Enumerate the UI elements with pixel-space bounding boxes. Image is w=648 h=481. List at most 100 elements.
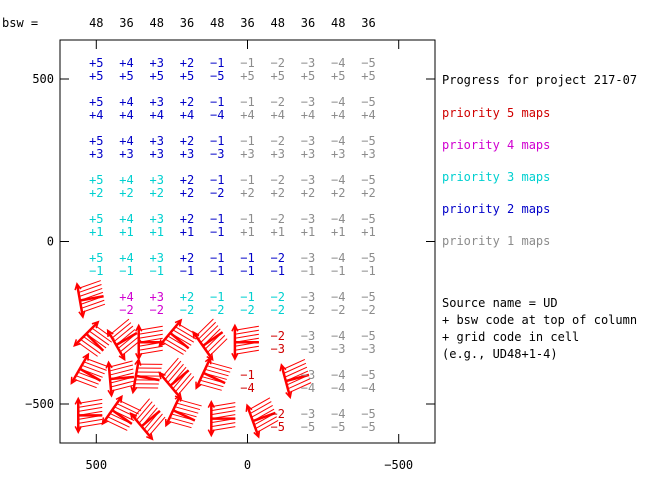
comb-glyph: [158, 357, 195, 401]
grid-code-upper: +2: [180, 173, 194, 187]
grid-code-lower: −1: [301, 264, 315, 278]
grid-code-lower: +4: [89, 108, 103, 122]
grid-code-lower: +3: [119, 147, 133, 161]
bsw-header-labels: 48 36 48 36 48 36 48 36 48 36: [89, 16, 376, 30]
grid-code-upper: −3: [301, 212, 315, 226]
comb-glyph: [207, 399, 236, 438]
grid-code-upper: +5: [89, 95, 103, 109]
grid-code-lower: −2: [331, 303, 345, 317]
grid-code-lower: +2: [240, 186, 254, 200]
grid-code-lower: −2: [180, 303, 194, 317]
grid-code-lower: +4: [119, 108, 133, 122]
grid-code-lower: +2: [180, 186, 194, 200]
grid-code-lower: +2: [331, 186, 345, 200]
bsw-column-label: 48: [89, 16, 103, 30]
grid-code-lower: +3: [150, 147, 164, 161]
comb-glyph: [73, 320, 115, 357]
grid-code-upper: +5: [89, 212, 103, 226]
grid-code-lower: +5: [89, 69, 103, 83]
grid-code-upper: −1: [210, 134, 224, 148]
legend-entry: priority 3 maps: [442, 170, 550, 184]
y-tick-label: 0: [47, 235, 54, 249]
grid-code-upper: +2: [180, 134, 194, 148]
legend-entry: priority 4 maps: [442, 138, 550, 152]
grid-code-upper: −1: [240, 368, 254, 382]
grid-code-lower: −2: [301, 303, 315, 317]
comb-glyph: [105, 360, 135, 398]
bsw-column-label: 36: [301, 16, 315, 30]
grid-code-lower: −3: [301, 342, 315, 356]
comb-glyph: [70, 352, 109, 389]
grid-code-lower: +4: [180, 108, 194, 122]
grid-code-upper: −3: [301, 251, 315, 265]
grid-code-lower: +5: [150, 69, 164, 83]
grid-code-lower: +4: [301, 108, 315, 122]
grid-code-upper: −1: [240, 212, 254, 226]
grid-code-lower: +2: [361, 186, 375, 200]
grid-code-lower: +2: [301, 186, 315, 200]
grid-code-upper: −4: [331, 134, 345, 148]
legend-entry: priority 1 maps: [442, 234, 550, 248]
grid-code-upper: +3: [150, 95, 164, 109]
bsw-column-label: 36: [119, 16, 133, 30]
grid-code-upper: −1: [240, 290, 254, 304]
grid-code-lower: −5: [331, 420, 345, 434]
grid-code-lower: −2: [240, 303, 254, 317]
grid-code-lower: −1: [361, 264, 375, 278]
grid-code-upper: −2: [271, 407, 285, 421]
grid-code-upper: −1: [240, 173, 254, 187]
grid-code-upper: +4: [119, 134, 133, 148]
grid-code-lower: +1: [331, 225, 345, 239]
grid-code-lower: −5: [210, 69, 224, 83]
grid-code-upper: −4: [331, 407, 345, 421]
grid-code-upper: −2: [271, 251, 285, 265]
grid-code-upper: +2: [180, 290, 194, 304]
note-line: + bsw code at top of column: [442, 313, 637, 327]
grid-code-lower: −3: [210, 147, 224, 161]
grid-code-upper: −5: [361, 251, 375, 265]
grid-code-upper: +2: [180, 251, 194, 265]
grid-code-lower: +1: [361, 225, 375, 239]
comb-glyph: [158, 318, 200, 355]
grid-code-lower: −1: [180, 264, 194, 278]
grid-code-upper: −2: [271, 95, 285, 109]
y-tick-label: −500: [25, 397, 54, 411]
legend: Progress for project 217-07 priority 5 m…: [442, 73, 637, 248]
grid-code-upper: −5: [361, 212, 375, 226]
comb-glyph: [130, 357, 163, 395]
grid-code-lower: +5: [119, 69, 133, 83]
grid-code-upper: −4: [331, 212, 345, 226]
grid-code-lower: +1: [240, 225, 254, 239]
grid-code-upper: −1: [240, 95, 254, 109]
grid-code-lower: +3: [271, 147, 285, 161]
grid-code-lower: −1: [210, 225, 224, 239]
grid-code-lower: −4: [210, 108, 224, 122]
grid-code-lower: +1: [150, 225, 164, 239]
grid-code-cells: +5+5+4+5+3+5+2+5−1−5−1+5−2+5−3+5−4+5−5+5…: [89, 56, 376, 434]
grid-code-lower: +4: [240, 108, 254, 122]
grid-code-upper: +4: [119, 290, 133, 304]
grid-code-lower: +1: [180, 225, 194, 239]
x-tick-label: 500: [85, 458, 107, 472]
grid-code-upper: +3: [150, 173, 164, 187]
grid-code-upper: −5: [361, 56, 375, 70]
grid-code-upper: −4: [331, 251, 345, 265]
grid-code-upper: +4: [119, 212, 133, 226]
comb-glyph: [129, 398, 166, 441]
grid-code-lower: −4: [361, 381, 375, 395]
grid-code-upper: +3: [150, 251, 164, 265]
bsw-label: bsw =: [2, 16, 38, 30]
grid-code-upper: +5: [89, 251, 103, 265]
grid-code-lower: −3: [271, 342, 285, 356]
note-line: Source name = UD: [442, 296, 558, 310]
grid-code-upper: −1: [210, 173, 224, 187]
grid-code-upper: −1: [210, 212, 224, 226]
grid-code-upper: −5: [361, 368, 375, 382]
grid-code-upper: −4: [331, 173, 345, 187]
grid-code-upper: −4: [331, 290, 345, 304]
grid-code-upper: −1: [240, 56, 254, 70]
grid-code-lower: +4: [271, 108, 285, 122]
grid-code-lower: +5: [271, 69, 285, 83]
grid-code-lower: +5: [331, 69, 345, 83]
